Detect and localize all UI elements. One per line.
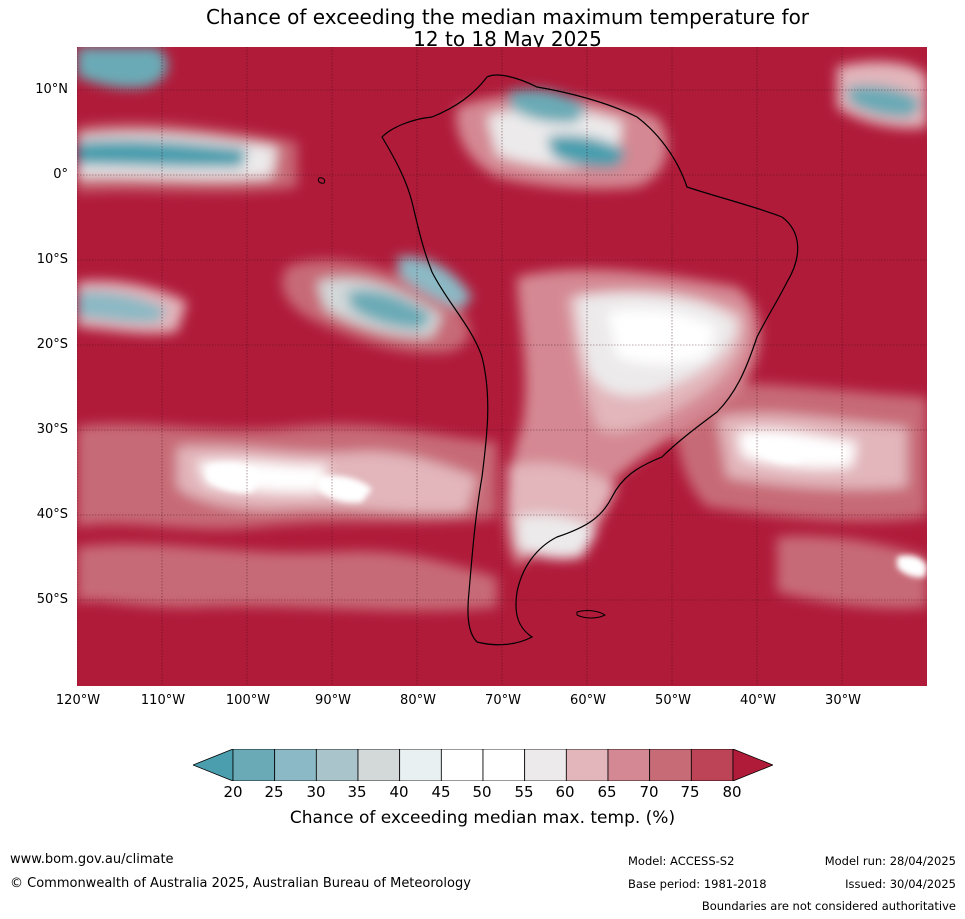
lon-label-70w: 70°W xyxy=(485,693,521,708)
colorbar-tick-60: 60 xyxy=(555,783,575,801)
colorbar-tick-30: 30 xyxy=(306,783,326,801)
lon-label-80w: 80°W xyxy=(400,693,436,708)
colorbar-tick-70: 70 xyxy=(639,783,659,801)
probability-patches xyxy=(77,47,927,611)
colorbar-tick-20: 20 xyxy=(223,783,243,801)
map-title-line1: Chance of exceeding the median maximum t… xyxy=(205,5,810,29)
colorbar-cell xyxy=(440,749,484,781)
colorbar-tick-65: 65 xyxy=(597,783,617,801)
colorbar-cell xyxy=(399,749,442,781)
boundary-disclaimer: Boundaries are not considered authoritat… xyxy=(701,899,956,913)
lon-label-120w: 120°W xyxy=(55,693,101,708)
lon-label-50w: 50°W xyxy=(655,693,691,708)
colorbar-tick-40: 40 xyxy=(389,783,409,801)
lon-label-40w: 40°W xyxy=(740,693,776,708)
coastline xyxy=(381,74,799,646)
colorbar-cell xyxy=(565,749,609,781)
colorbar-cell xyxy=(649,749,692,781)
copyright-text: © Commonwealth of Australia 2025, Austra… xyxy=(10,876,471,891)
lon-label-110w: 110°W xyxy=(140,693,186,708)
colorbar-cell xyxy=(482,749,526,781)
lat-label-40s: 40°S xyxy=(36,507,68,522)
colorbar-extend-high xyxy=(732,749,773,781)
issued-date: Issued: 30/04/2025 xyxy=(845,877,956,891)
lon-label-60w: 60°W xyxy=(570,693,606,708)
colorbar-tick-75: 75 xyxy=(680,783,700,801)
lat-label-10s: 10°S xyxy=(36,252,68,267)
colorbar-tick-55: 55 xyxy=(514,783,534,801)
colorbar-label: Chance of exceeding median max. temp. (%… xyxy=(289,808,676,828)
lat-label-20s: 20°S xyxy=(36,337,68,352)
islands xyxy=(317,177,606,619)
website-link[interactable]: www.bom.gov.au/climate xyxy=(10,852,174,867)
model-run-date: Model run: 28/04/2025 xyxy=(824,854,956,868)
colorbar-extend-low xyxy=(193,749,234,781)
lat-label-30s: 30°S xyxy=(36,422,68,437)
colorbar-cell xyxy=(315,749,359,781)
lon-label-30w: 30°W xyxy=(825,693,861,708)
lat-label-0: 0° xyxy=(53,167,68,182)
colorbar-cell xyxy=(607,749,651,781)
colorbar-cell xyxy=(690,749,734,781)
colorbar-tick-25: 25 xyxy=(264,783,284,801)
model-name: Model: ACCESS-S2 xyxy=(628,854,735,868)
colorbar-cell xyxy=(232,749,276,781)
colorbar-cell xyxy=(274,749,317,781)
colorbar-tick-45: 45 xyxy=(431,783,451,801)
lon-label-90w: 90°W xyxy=(315,693,351,708)
speckle-patches xyxy=(207,440,927,578)
colorbar-cell xyxy=(357,749,401,781)
colorbar-tick-80: 80 xyxy=(722,783,742,801)
graticule xyxy=(77,47,927,686)
colorbar xyxy=(193,749,773,781)
lat-label-50s: 50°S xyxy=(36,592,68,607)
lat-label-10n: 10°N xyxy=(35,82,68,97)
lon-label-100w: 100°W xyxy=(225,693,271,708)
base-period: Base period: 1981-2018 xyxy=(628,877,767,891)
probability-map xyxy=(77,47,927,686)
colorbar-tick-35: 35 xyxy=(347,783,367,801)
colorbar-tick-50: 50 xyxy=(472,783,492,801)
colorbar-cell xyxy=(524,749,567,781)
